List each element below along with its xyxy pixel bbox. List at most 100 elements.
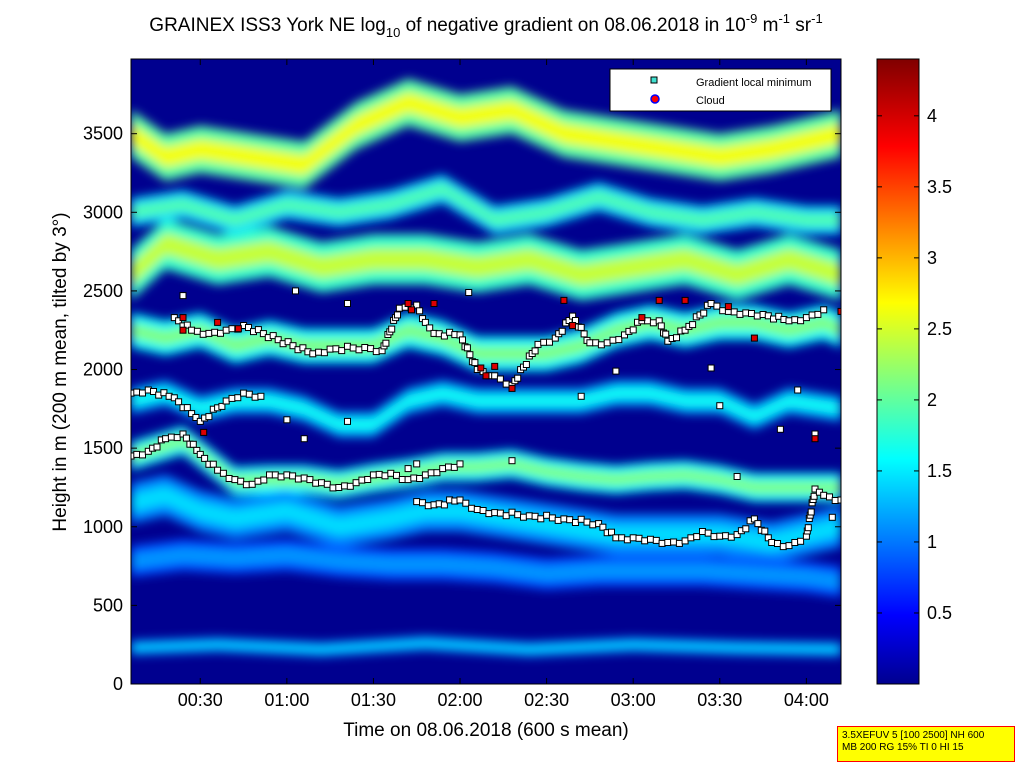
gradient-minimum-marker	[421, 318, 429, 326]
gradient-minimum-marker	[540, 338, 548, 346]
gradient-minimum-marker	[294, 475, 302, 483]
gradient-minimum-marker	[572, 519, 579, 526]
x-tick-label: 02:00	[438, 690, 483, 710]
gradient-minimum-marker	[183, 321, 191, 329]
gradient-minimum-marker	[245, 390, 253, 398]
gradient-minimum-marker	[211, 328, 219, 336]
gradient-minimum-marker	[742, 309, 750, 317]
gradient-minimum-marker	[283, 416, 291, 424]
gradient-minimum-marker	[456, 496, 464, 504]
gradient-minimum-marker	[776, 425, 784, 433]
gradient-minimum-marker	[465, 289, 473, 296]
colorbar-tick-label: 3	[927, 248, 937, 268]
gradient-minimum-marker	[369, 471, 377, 479]
gradient-minimum-marker	[266, 471, 273, 479]
gradient-minimum-marker	[283, 471, 291, 479]
gradient-minimum-marker	[344, 417, 351, 425]
gradient-minimum-marker	[306, 476, 314, 484]
gradient-minimum-marker	[284, 338, 292, 346]
gradient-minimum-marker	[299, 344, 307, 352]
gradient-minimum-marker	[647, 535, 654, 543]
gradient-minimum-marker	[349, 344, 357, 352]
gradient-minimum-marker	[445, 463, 452, 471]
gradient-minimum-marker	[479, 507, 487, 514]
cloud-marker	[200, 428, 208, 436]
gradient-minimum-marker	[508, 508, 516, 516]
gradient-minimum-marker	[382, 339, 390, 347]
gradient-minimum-marker	[309, 350, 317, 358]
gradient-minimum-marker	[271, 471, 279, 479]
gradient-minimum-marker	[675, 539, 683, 547]
gradient-minimum-marker	[754, 520, 762, 528]
gradient-minimum-marker	[820, 491, 828, 499]
gradient-minimum-marker	[707, 364, 715, 372]
info-line-1: 3.5XEFUV 5 [100 2500] NH 600	[842, 730, 985, 741]
gradient-minimum-marker	[456, 460, 464, 468]
gradient-minimum-marker	[520, 513, 527, 521]
gradient-minimum-marker	[228, 394, 236, 402]
gradient-minimum-marker	[623, 536, 631, 544]
gradient-minimum-marker	[502, 512, 510, 520]
gradient-minimum-marker	[292, 287, 299, 295]
gradient-minimum-marker	[719, 307, 727, 315]
gradient-minimum-marker	[462, 499, 470, 507]
gradient-minimum-marker	[312, 479, 320, 487]
y-tick-label: 3500	[83, 124, 123, 144]
gradient-minimum-marker	[173, 434, 181, 442]
x-tick-label: 03:30	[697, 690, 742, 710]
cloud-marker	[811, 435, 819, 443]
gradient-minimum-marker	[681, 326, 689, 334]
cloud-marker	[560, 296, 568, 304]
gradient-minimum-marker	[341, 482, 349, 490]
gradient-minimum-marker	[794, 386, 802, 394]
gradient-minimum-marker	[537, 515, 545, 523]
cloud-marker	[404, 300, 412, 307]
gradient-minimum-marker	[748, 310, 755, 317]
gradient-minimum-marker	[753, 312, 761, 320]
gradient-minimum-marker	[192, 414, 200, 421]
gradient-minimum-marker	[416, 475, 424, 482]
gradient-minimum-marker	[228, 325, 236, 333]
gradient-minimum-marker	[398, 476, 406, 483]
markers-layer	[131, 287, 841, 551]
gradient-minimum-marker	[440, 501, 448, 509]
colorbar-tick-label: 2.5	[927, 319, 952, 339]
gradient-minimum-marker	[259, 330, 267, 338]
band-core-0	[131, 91, 841, 176]
gradient-minimum-marker	[222, 397, 230, 405]
gradient-minimum-marker	[199, 330, 207, 338]
gradient-minimum-marker	[318, 479, 325, 487]
gradient-minimum-marker	[133, 450, 141, 458]
gradient-minimum-marker	[612, 367, 620, 375]
gradient-minimum-marker	[361, 344, 369, 351]
gradient-minimum-marker	[704, 529, 712, 537]
gradient-minimum-marker	[344, 342, 351, 350]
gradient-minimum-marker	[733, 531, 741, 539]
colorbar-tick-label: 1	[927, 532, 937, 552]
gradient-minimum-marker	[635, 534, 643, 542]
info-box: 3.5XEFUV 5 [100 2500] NH 600 MB 200 RG 1…	[837, 726, 1015, 762]
gradient-minimum-marker	[219, 469, 227, 477]
gradient-minimum-marker	[534, 340, 542, 348]
gradient-minimum-marker	[785, 542, 793, 550]
gradient-minimum-marker	[577, 515, 585, 523]
gradient-minimum-marker	[413, 460, 421, 468]
gradient-minimum-marker	[364, 476, 372, 483]
gradient-minimum-marker	[153, 443, 161, 451]
gradient-minimum-marker	[217, 329, 224, 337]
y-tick-label: 1500	[83, 438, 123, 458]
gradient-minimum-marker	[525, 512, 533, 520]
gradient-minimum-marker	[785, 317, 793, 325]
gradient-minimum-marker	[580, 330, 588, 338]
gradient-minimum-marker	[218, 402, 226, 410]
gradient-minimum-marker	[162, 435, 170, 443]
gradient-minimum-marker	[381, 472, 389, 480]
gradient-minimum-marker	[837, 496, 841, 504]
gradient-minimum-marker	[344, 300, 351, 307]
gradient-minimum-marker	[670, 538, 678, 546]
y-tick-label: 2500	[83, 281, 123, 301]
gradient-minimum-marker	[277, 473, 285, 481]
gradient-minimum-marker	[797, 537, 805, 545]
legend-cloud-label: Cloud	[696, 95, 725, 107]
plot-frame	[130, 58, 842, 685]
